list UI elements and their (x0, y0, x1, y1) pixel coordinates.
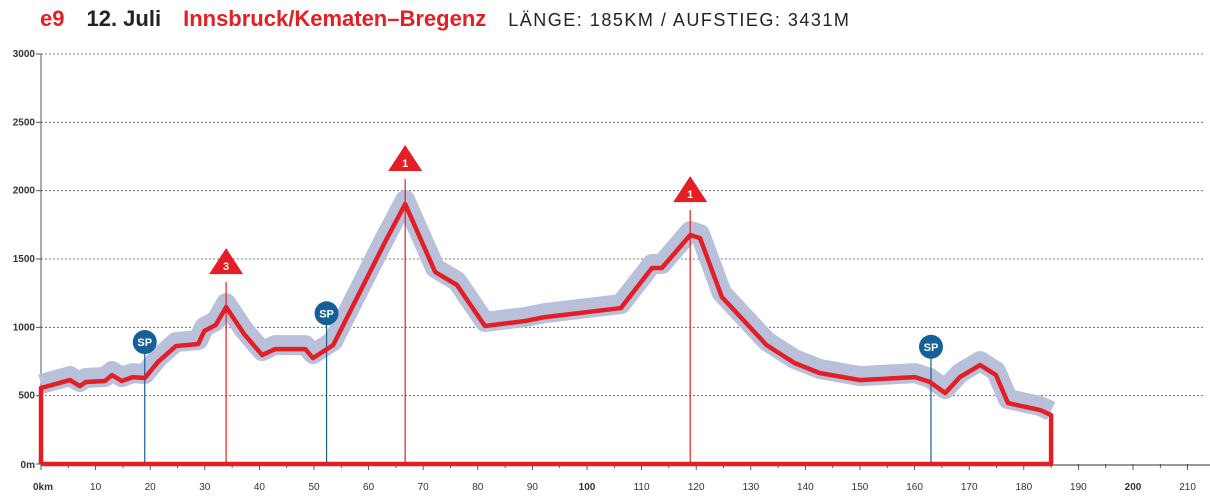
x-tick-label: 140 (797, 482, 814, 493)
climb-category-label: 1 (687, 189, 693, 201)
x-tick-label: 120 (688, 482, 705, 493)
x-tick-label: 30 (199, 482, 211, 493)
x-tick-label: 200 (1125, 482, 1142, 493)
climb-category-label: 1 (402, 158, 408, 170)
y-tick-label: 500 (18, 391, 35, 402)
x-tick-label: 190 (1070, 482, 1087, 493)
x-tick-label: 160 (906, 482, 923, 493)
climb-marker-icon (209, 248, 244, 275)
sprint-marker-label: SP (137, 337, 152, 349)
x-tick-label: 60 (363, 482, 375, 493)
x-tick-label: 10 (90, 482, 102, 493)
x-tick-label: 100 (579, 482, 596, 493)
chart-header: e9 12. Juli Innsbruck/Kematen–Bregenz LÄ… (40, 6, 850, 32)
x-tick-label: 50 (308, 482, 320, 493)
y-tick-label: 1000 (13, 322, 36, 333)
x-tick-label: 150 (852, 482, 869, 493)
x-tick-label: 40 (254, 482, 266, 493)
stage-route: Innsbruck/Kematen–Bregenz (183, 6, 487, 31)
y-tick-label: 3000 (13, 49, 36, 60)
sprint-marker-label: SP (924, 342, 939, 354)
stage-stats: LÄNGE: 185KM / AUFSTIEG: 3431M (508, 10, 851, 30)
x-tick-label: 70 (418, 482, 430, 493)
x-tick-label: 80 (472, 482, 484, 493)
y-tick-label: 1500 (13, 254, 36, 265)
x-tick-label: 20 (145, 482, 157, 493)
climb-marker-icon (673, 176, 708, 203)
y-tick-label: 0m (21, 460, 36, 471)
stage-date: 12. Juli (86, 6, 162, 31)
x-tick-label: 90 (527, 482, 539, 493)
x-tick-label: 0km (33, 482, 53, 493)
stage-number: e9 (40, 6, 65, 31)
y-tick-label: 2500 (13, 117, 36, 128)
x-tick-label: 210 (1179, 482, 1196, 493)
sprint-marker-label: SP (319, 308, 334, 320)
sprint-marker-icon (314, 301, 339, 326)
climb-category-label: 3 (223, 261, 229, 273)
x-tick-label: 180 (1015, 482, 1032, 493)
sprint-marker-icon (918, 334, 943, 359)
climb-marker-icon (388, 145, 423, 172)
sprint-marker-icon (132, 330, 157, 355)
x-tick-label: 130 (742, 482, 759, 493)
profile-line (38, 201, 1054, 467)
x-tick-label: 110 (634, 482, 650, 493)
y-tick-label: 2000 (13, 186, 36, 197)
x-tick-label: 170 (961, 482, 978, 493)
